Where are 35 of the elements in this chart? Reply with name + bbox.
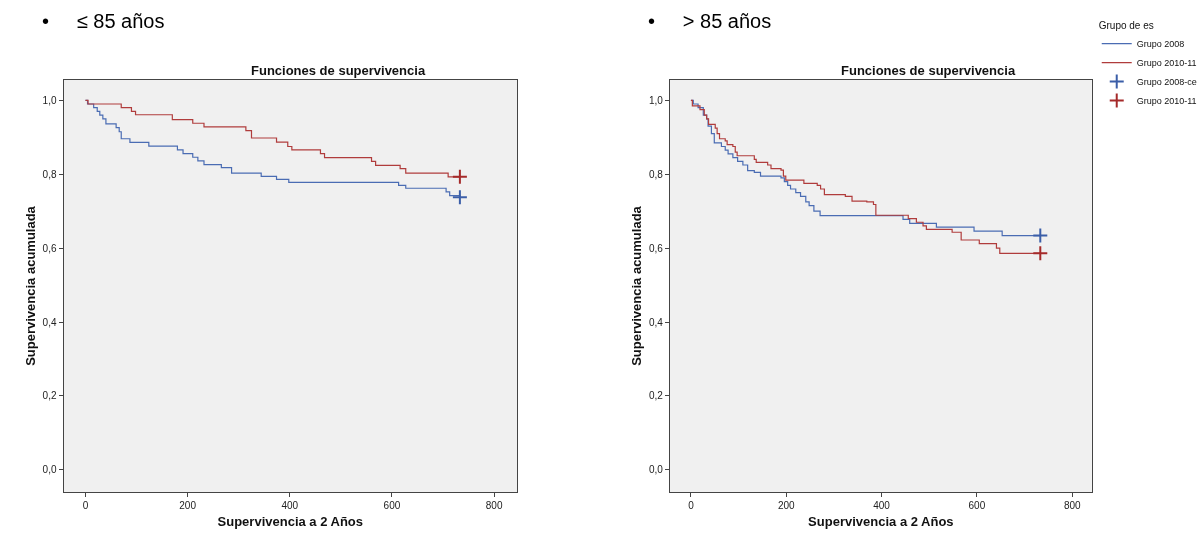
x-tick-label: 800 [485, 500, 503, 511]
y-axis-title: Supervivencia acumulada [22, 205, 38, 366]
y-axis-title: Supervivencia acumulada [628, 205, 644, 366]
x-tick-label: 400 [281, 500, 299, 511]
y-tick-label: 0,2 [649, 390, 664, 402]
y-tick-label: 0,0 [649, 464, 664, 476]
y-tick-label: 0,8 [42, 168, 57, 180]
x-axis-title: Supervivencia a 2 Años [217, 513, 364, 529]
x-axis-title: Supervivencia a 2 Años [808, 513, 954, 529]
legend-title: Grupo de es [1098, 20, 1154, 32]
y-tick-label: 0,4 [42, 316, 57, 328]
y-tick-label: 0,0 [42, 464, 57, 476]
x-tick-label: 0 [82, 500, 89, 511]
x-tick-label: 600 [383, 500, 401, 511]
y-tick-label: 1,0 [42, 94, 57, 106]
chart-subtitle: • ≤ 85 años [42, 10, 165, 32]
y-tick-label: 0,2 [42, 390, 57, 402]
chart-subtitle: • > 85 años [648, 10, 772, 32]
y-tick-label: 0,6 [649, 242, 664, 254]
y-tick-label: 1,0 [649, 94, 664, 106]
y-tick-label: 0,4 [649, 316, 664, 328]
x-tick-label: 0 [688, 500, 695, 511]
legend-label: Grupo 2010-11 [1136, 96, 1197, 107]
chart-title: Funciones de supervivencia [251, 63, 426, 78]
x-tick-label: 400 [873, 500, 891, 511]
legend-label: Grupo 2008-ce [1136, 77, 1197, 88]
legend-label: Grupo 2008 [1136, 39, 1185, 50]
y-tick-label: 0,6 [42, 242, 57, 254]
legend-label: Grupo 2010-11 [1136, 58, 1197, 69]
x-tick-label: 200 [179, 500, 197, 511]
x-tick-label: 600 [968, 500, 986, 511]
y-tick-label: 0,8 [649, 168, 664, 180]
x-tick-label: 200 [777, 500, 796, 511]
chart-title: Funciones de supervivencia [841, 63, 1016, 78]
x-tick-label: 800 [1063, 500, 1082, 511]
